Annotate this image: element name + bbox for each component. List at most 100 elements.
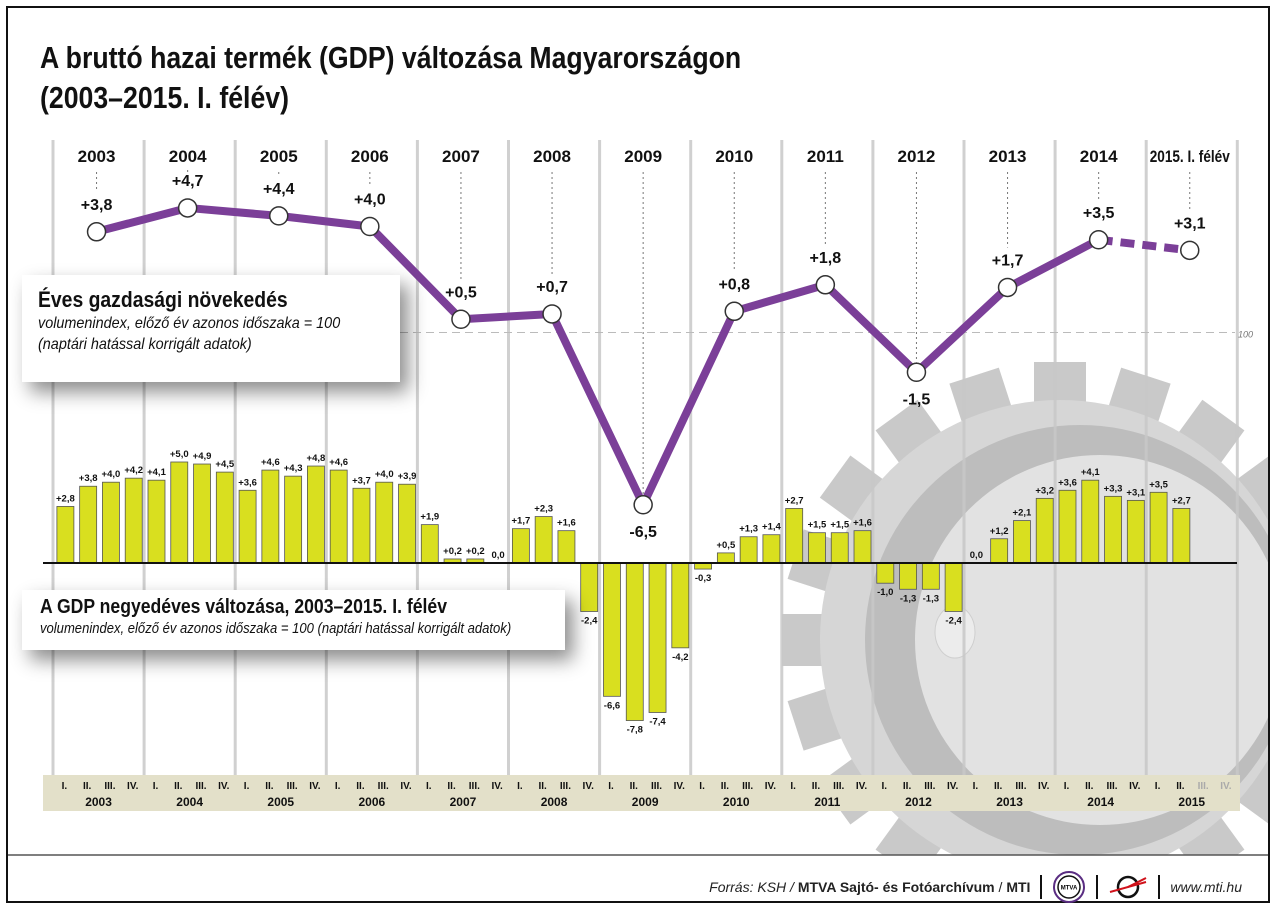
bar-value-label: +4,3	[284, 463, 303, 474]
annual-data-point	[724, 301, 744, 322]
quarter-axis-band	[43, 775, 1240, 811]
quarterly-subtitle: volumenindex, előző év azonos időszaka =…	[40, 621, 512, 637]
quarter-tick-label: I.	[62, 781, 68, 792]
bar-value-label: +4,6	[261, 457, 280, 468]
quarter-tick-label: III.	[469, 781, 480, 792]
quarter-tick-label: III.	[378, 781, 389, 792]
annual-value-label: +3,5	[1083, 205, 1115, 222]
bar-value-label: +3,3	[1104, 483, 1123, 494]
annual-value-label: +0,5	[445, 284, 477, 301]
year-header-label: 2004	[169, 147, 207, 166]
year-header-label: 2015. I. félév	[1150, 148, 1230, 167]
bar-value-label: +3,7	[352, 475, 371, 486]
quarterly-legend-box: A GDP negyedéves változása, 2003–2015. I…	[22, 590, 565, 650]
annual-subtitle-2: (naptári hatással korrigált adatok)	[38, 336, 252, 353]
bar-value-label: +1,5	[808, 520, 827, 531]
bar-value-label: +3,2	[1035, 485, 1054, 496]
quarter-tick-label: IV.	[218, 781, 230, 792]
year-header-label: 2008	[533, 147, 571, 166]
annual-value-label: +4,4	[263, 181, 295, 198]
year-tick-label: 2015	[1178, 795, 1205, 809]
quarterly-heading: A GDP negyedéves változása, 2003–2015. I…	[40, 596, 447, 618]
quarter-tick-label: I.	[882, 781, 888, 792]
quarter-tick-label: II.	[630, 781, 639, 792]
quarter-tick-label: II.	[265, 781, 274, 792]
quarter-tick-label: III.	[742, 781, 753, 792]
quarter-tick-label: III.	[1106, 781, 1117, 792]
mtva-logo-icon: MTVA	[1053, 871, 1086, 903]
bar-value-label: +3,6	[238, 477, 257, 488]
quarter-tick-label: I.	[153, 781, 159, 792]
bar-value-label: +1,7	[512, 516, 531, 527]
year-header-label: 2014	[1080, 147, 1118, 166]
svg-text:MTVA: MTVA	[1061, 886, 1078, 892]
title-line-2: (2003–2015. I. félév)	[40, 80, 290, 115]
quarter-tick-label: I.	[973, 781, 979, 792]
website-link[interactable]: www.mti.hu	[1170, 879, 1242, 895]
quarter-tick-label: I.	[699, 781, 705, 792]
bar-value-label: +3,8	[79, 473, 98, 484]
quarter-tick-label: IV.	[1129, 781, 1141, 792]
annual-data-point	[542, 304, 562, 324]
year-header-label: 2011	[807, 147, 844, 166]
bar-value-label: +4,8	[307, 453, 326, 464]
bar-value-label: -1,0	[877, 587, 893, 598]
quarter-tick-label: IV.	[127, 781, 139, 792]
quarter-tick-label: III.	[1015, 781, 1026, 792]
annual-value-label: +1,8	[810, 250, 842, 267]
divider	[1040, 875, 1043, 899]
year-header-label: 2009	[624, 147, 662, 166]
quarter-tick-label: III.	[833, 781, 844, 792]
year-header-label: 2006	[351, 147, 389, 166]
annual-value-label: +4,0	[354, 192, 386, 209]
bar-value-label: +1,4	[762, 522, 781, 533]
reference-label: 100	[1238, 330, 1253, 340]
quarter-tick-label: IV.	[309, 781, 321, 792]
annual-data-point	[815, 275, 836, 295]
bar-value-label: +2,8	[56, 493, 75, 504]
year-tick-label: 2006	[358, 795, 385, 809]
annual-data-point	[86, 222, 107, 242]
quarter-tick-label: I.	[517, 781, 523, 792]
mti-logo-icon	[1110, 875, 1147, 899]
bar-value-label: +5,0	[170, 449, 189, 460]
bar-value-label: +2,7	[785, 495, 804, 506]
bar-value-label: +3,6	[1058, 477, 1077, 488]
year-tick-label: 2010	[723, 795, 750, 809]
quarter-tick-label: II.	[1176, 781, 1185, 792]
quarter-tick-label: IV.	[583, 781, 595, 792]
bar-value-label: +1,5	[830, 520, 849, 531]
bar-value-label: +3,5	[1149, 479, 1168, 490]
year-header-label: 2013	[989, 147, 1027, 166]
quarter-tick-label: IV.	[856, 781, 868, 792]
annual-value-label: +3,1	[1174, 215, 1206, 232]
annual-value-label: -6,5	[629, 524, 657, 541]
bar-value-label: +2,1	[1013, 508, 1032, 519]
bar-value-label: +4,1	[147, 467, 166, 478]
bar-value-label: +1,6	[557, 518, 576, 529]
quarter-tick-label: III.	[104, 781, 115, 792]
year-tick-label: 2009	[632, 795, 659, 809]
quarter-tick-label: I.	[790, 781, 796, 792]
year-tick-label: 2005	[267, 795, 294, 809]
year-header-label: 2005	[260, 147, 298, 166]
annual-data-point	[633, 495, 653, 515]
bar-value-label: -2,4	[581, 615, 598, 626]
year-tick-label: 2008	[541, 795, 568, 809]
quarter-tick-label: IV.	[674, 781, 686, 792]
source-prefix: Forrás: KSH /	[709, 879, 798, 895]
quarter-tick-label: IV.	[1220, 781, 1232, 792]
quarter-tick-label: I.	[426, 781, 432, 792]
quarter-tick-label: II.	[994, 781, 1003, 792]
source-mti: MTI	[1006, 879, 1031, 895]
bar-value-label: -7,8	[627, 725, 643, 736]
page-title: A bruttó hazai termék (GDP) változása Ma…	[40, 38, 741, 118]
divider	[1096, 875, 1099, 899]
annual-value-label: -1,5	[903, 391, 931, 408]
bar-value-label: +1,3	[739, 524, 758, 535]
year-tick-label: 2012	[905, 795, 932, 809]
quarter-tick-label: I.	[1064, 781, 1070, 792]
quarter-tick-label: II.	[356, 781, 365, 792]
divider	[1158, 875, 1161, 899]
bar-value-label: +1,9	[420, 512, 439, 523]
